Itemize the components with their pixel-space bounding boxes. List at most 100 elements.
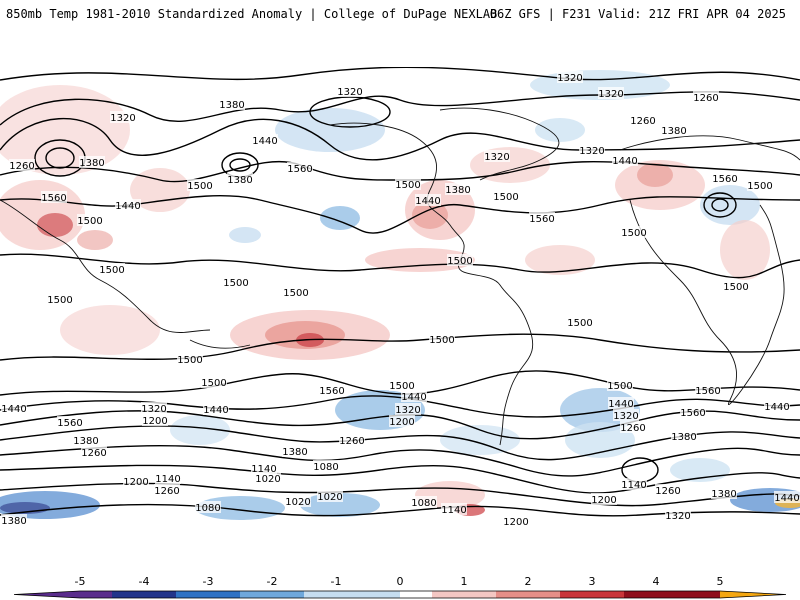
contour-label-bg xyxy=(693,91,719,103)
contour-label-bg xyxy=(81,446,107,458)
colorbar-segment xyxy=(528,591,540,598)
colorbar-segment xyxy=(314,591,326,598)
colorbar-segment xyxy=(432,591,444,598)
contour-label: 1380 xyxy=(661,126,686,137)
contour-label-bg xyxy=(317,490,343,502)
colorbar-segment xyxy=(368,591,380,598)
colorbar-outline xyxy=(13,590,787,599)
contour-label: 1560 xyxy=(57,418,82,429)
contour-label: 1320 xyxy=(579,146,604,157)
colorbar-segment xyxy=(570,591,582,598)
colorbar-tick-label: 5 xyxy=(717,575,724,588)
contour-label: 1380 xyxy=(79,158,104,169)
colorbar-segment xyxy=(122,591,134,598)
colorbar-segment xyxy=(90,591,102,598)
colorbar-segment xyxy=(656,591,668,598)
contour-label-bg xyxy=(9,159,35,171)
colorbar-segment xyxy=(304,591,316,598)
colorbar-segment xyxy=(602,591,614,598)
colorbar-segment xyxy=(624,591,636,598)
contour-label: 1500 xyxy=(77,216,102,227)
contour-label-bg xyxy=(401,390,427,402)
contour-label: 1140 xyxy=(251,464,276,475)
contour-label-bg xyxy=(607,379,633,391)
contour-label: 1500 xyxy=(621,228,646,239)
contour-label-bg xyxy=(110,111,136,123)
contour-label-bg xyxy=(429,333,455,345)
contour-label-bg xyxy=(774,491,800,503)
contour-label-bg xyxy=(655,484,681,496)
contour-label: 1560 xyxy=(680,408,705,419)
colorbar-segment xyxy=(176,591,188,598)
contour-label-bg xyxy=(557,71,583,83)
contour-label: 1380 xyxy=(711,489,736,500)
contour-label-bg xyxy=(187,179,213,191)
contour-label: 1080 xyxy=(411,498,436,509)
contour-label-bg xyxy=(447,254,473,266)
colorbar-segment xyxy=(581,591,593,598)
contour-label: 1260 xyxy=(9,161,34,172)
contour-label: 1440 xyxy=(415,196,440,207)
colorbar-tick-label: 0 xyxy=(397,575,404,588)
contour-label-bg xyxy=(115,199,141,211)
contour-label: 1440 xyxy=(203,405,228,416)
contour-label: 1200 xyxy=(503,517,528,528)
colorbar-segment xyxy=(144,591,156,598)
contour-label-bg xyxy=(79,156,105,168)
colorbar-segment xyxy=(133,591,145,598)
contour-label-bg xyxy=(201,376,227,388)
colorbar-segment xyxy=(634,591,646,598)
contour-label: 1260 xyxy=(630,116,655,127)
contour-label: 1200 xyxy=(142,416,167,427)
colorbar-segment xyxy=(698,591,710,598)
header: 850mb Temp 1981-2010 Standardized Anomal… xyxy=(0,0,800,30)
contour-label-bg xyxy=(141,402,167,414)
colorbar-segment xyxy=(378,591,390,598)
contour-label-bg xyxy=(620,421,646,433)
colorbar-min-extension xyxy=(14,591,80,598)
contour-label: 1440 xyxy=(608,399,633,410)
contour-label: 1500 xyxy=(187,181,212,192)
contour-label: 1560 xyxy=(712,174,737,185)
contour-label: 1140 xyxy=(441,505,466,516)
contour-label-bg xyxy=(339,434,365,446)
colorbar-segment xyxy=(496,591,508,598)
contour-label-bg xyxy=(415,194,441,206)
colorbar-segment xyxy=(688,591,700,598)
contour-label-bg xyxy=(203,403,229,415)
colorbar-segment xyxy=(474,591,486,598)
contour-label: 1320 xyxy=(337,87,362,98)
colorbar-segment xyxy=(645,591,657,598)
contour-label: 1440 xyxy=(612,156,637,167)
contour-label: 1440 xyxy=(401,392,426,403)
contour-label: 1500 xyxy=(447,256,472,267)
contour-label: 1020 xyxy=(255,474,280,485)
contour-label-bg xyxy=(73,434,99,446)
contour-label-bg xyxy=(255,472,281,484)
contour-label-bg xyxy=(613,409,639,421)
contour-label: 1500 xyxy=(283,288,308,299)
contour-label: 1500 xyxy=(177,355,202,366)
contour-label-bg xyxy=(579,144,605,156)
contour-label-bg xyxy=(529,212,555,224)
contour-label: 1320 xyxy=(557,73,582,84)
colorbar-tick-label: 1 xyxy=(461,575,468,588)
contour-label: 1440 xyxy=(115,201,140,212)
contour-label-bg xyxy=(680,406,706,418)
contour-label: 1560 xyxy=(41,193,66,204)
colorbar: -5 -4 -3 -2 -1 0 1 2 3 4 5 xyxy=(13,575,787,599)
contour-label-bg xyxy=(665,509,691,521)
colorbar-segment xyxy=(506,591,518,598)
contour-label: 1440 xyxy=(774,493,799,504)
contour-label: 1560 xyxy=(287,164,312,175)
colorbar-segment xyxy=(453,591,465,598)
contour-label: 1260 xyxy=(693,93,718,104)
colorbar-segment xyxy=(336,591,348,598)
contour-label-bg xyxy=(747,179,773,191)
contour-label: 1500 xyxy=(723,282,748,293)
contour-label-bg xyxy=(319,384,345,396)
colorbar-segment xyxy=(464,591,476,598)
colorbar-segment xyxy=(218,591,230,598)
contour-label: 1380 xyxy=(227,175,252,186)
colorbar-tick-label: 4 xyxy=(653,575,660,588)
